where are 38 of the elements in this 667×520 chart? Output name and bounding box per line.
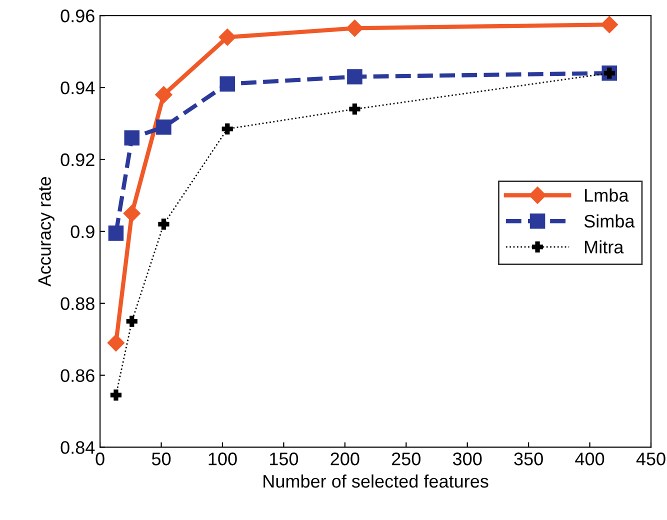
y-tick-label: 0.94: [60, 81, 95, 94]
x-tick-label: 150: [270, 452, 298, 466]
point: [155, 86, 172, 104]
x-tick-label: 450: [636, 452, 666, 466]
x-tick-label: 200: [330, 452, 360, 466]
y-tick-label: 0.96: [60, 10, 94, 22]
point: [124, 130, 140, 146]
y-tick-label: 0.84: [60, 441, 95, 454]
legend-label: Lmba: [585, 188, 629, 202]
y-tick-label: 0.9: [70, 225, 94, 238]
legend-label: Mitra: [585, 240, 624, 254]
x-axis-title: Number of selected features: [264, 474, 488, 488]
x-tick-label: 350: [514, 452, 543, 466]
point: [347, 69, 362, 84]
point: [108, 226, 124, 241]
y-tick-label: 0.92: [60, 153, 94, 166]
legend-label: Simba: [584, 214, 635, 228]
point: [123, 204, 140, 222]
point: [222, 123, 233, 134]
x-tick-label: 400: [575, 452, 604, 466]
x-tick-label: 300: [452, 452, 482, 466]
point: [126, 316, 138, 327]
point: [156, 119, 172, 135]
x-tick-label: 0: [96, 452, 104, 466]
y-tick-label: 0.86: [60, 369, 94, 382]
point: [349, 104, 360, 115]
point: [107, 334, 125, 352]
y-tick-label: 0.88: [60, 297, 94, 310]
x-tick-label: 250: [392, 452, 420, 466]
x-tick-label: 50: [152, 452, 171, 466]
point: [158, 218, 170, 230]
point: [218, 28, 236, 46]
point: [220, 76, 236, 92]
point: [346, 20, 364, 37]
y-axis-title: Accuracy rate: [38, 177, 54, 287]
x-tick-label: 100: [208, 452, 237, 466]
point: [110, 389, 122, 401]
point: [600, 16, 618, 34]
